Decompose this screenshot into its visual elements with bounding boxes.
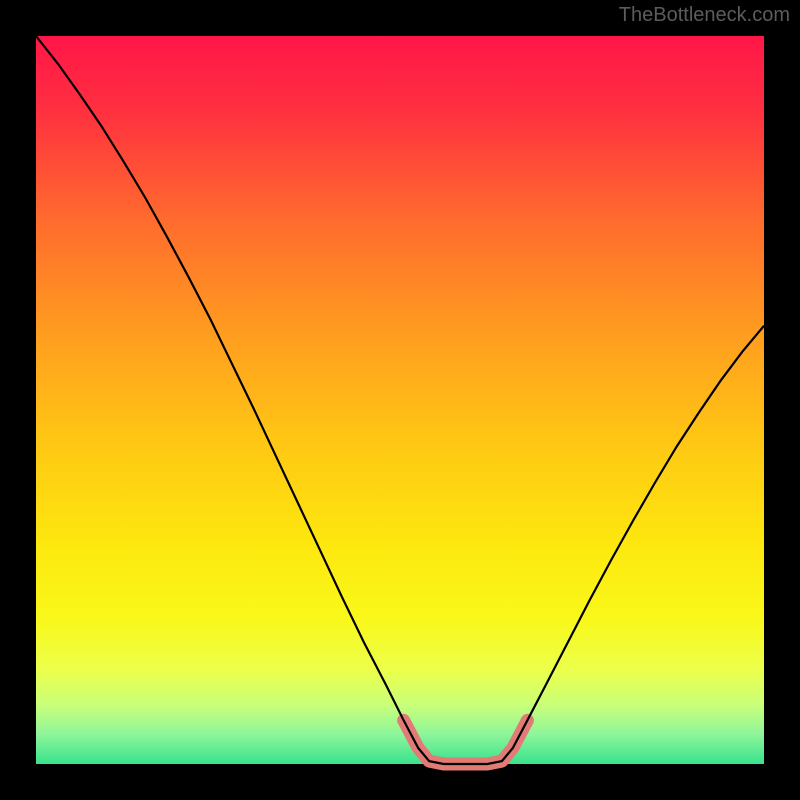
plot-background bbox=[36, 36, 764, 764]
bottleneck-curve-chart bbox=[0, 0, 800, 800]
chart-frame: TheBottleneck.com bbox=[0, 0, 800, 800]
watermark-text: TheBottleneck.com bbox=[619, 4, 790, 27]
